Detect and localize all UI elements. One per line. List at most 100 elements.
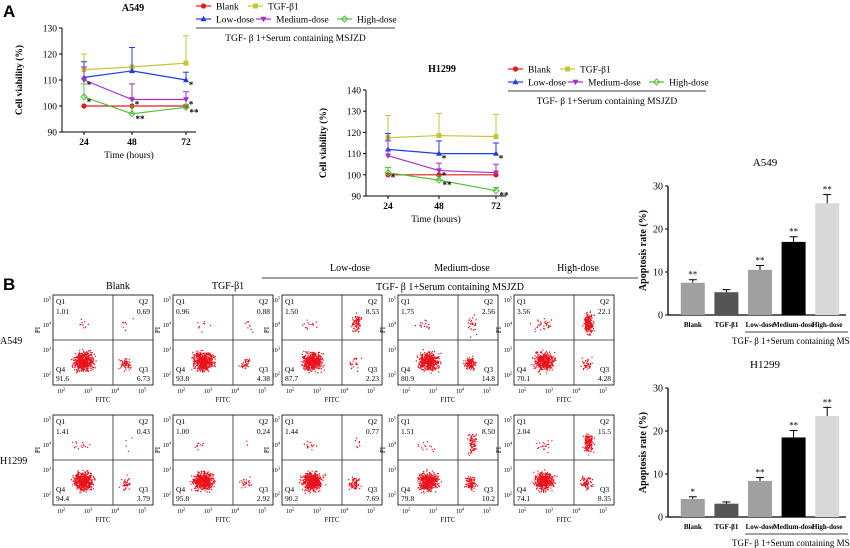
tick-exponent: 5 (278, 416, 281, 421)
x-tick-label: 104 (456, 507, 465, 516)
tick-base: 10 (272, 373, 278, 379)
quadrant-name-q2: Q2 (259, 297, 268, 306)
line-chart-h1299: H1299 90 100 110 120 130 140 24 48 72 Time (hours)… (318, 64, 709, 225)
tick-base: 10 (367, 509, 373, 515)
legend-label-medium-dose: Medium-dose (276, 16, 329, 26)
column-label-low-dose: Low-dose (330, 263, 371, 274)
quadrant-value-q3: 10.2 (482, 494, 495, 503)
x-axis-label: Time (hours) (411, 214, 461, 225)
column-label-blank: Blank (106, 281, 130, 292)
tick-exponent: 3 (435, 507, 438, 512)
quadrant-name-q2: Q2 (259, 417, 268, 426)
quadrant-name-q4: Q4 (401, 365, 410, 374)
tick-exponent: 4 (346, 387, 349, 392)
tick-base: 10 (84, 389, 90, 395)
data-point-low-dose (436, 150, 442, 156)
x-tick-label: 102 (286, 387, 294, 396)
y-axis-label: PI (34, 326, 42, 333)
tick-exponent: 3 (210, 507, 213, 512)
column-label-high-dose: High-dose (557, 263, 599, 274)
series-line-tgf-1 (83, 62, 187, 71)
tick-base: 10 (272, 418, 278, 424)
tick-base: 10 (43, 443, 49, 449)
y-tick-label: 103 (388, 346, 397, 355)
quadrant-name-q1: Q1 (56, 417, 65, 426)
tick-base: 10 (163, 348, 169, 354)
tick-base: 10 (163, 298, 169, 304)
significance-mark: ** (500, 191, 510, 201)
series-line-high-dose (387, 172, 497, 192)
quadrant-value-q3: 4.38 (257, 374, 270, 383)
significance-mark: ** (789, 421, 799, 431)
x-tick-label: 103 (204, 507, 213, 516)
x-axis-label: FITC (324, 396, 340, 404)
quadrant-name-q3: Q3 (600, 365, 609, 374)
quadrant-value-q3: 2.92 (257, 494, 270, 503)
tick-base: 10 (43, 373, 49, 379)
tick-base: 10 (43, 468, 49, 474)
series-line-medium-dose (83, 79, 186, 101)
legend-group-label: TGF- β 1+Serum containing MSJZD (225, 34, 366, 44)
tick-base: 10 (111, 509, 117, 515)
y-tick-label: 103 (163, 346, 172, 355)
bar-medium-dose (781, 241, 806, 315)
x-tick-label: 102 (518, 387, 526, 396)
tick-exponent: 5 (373, 507, 376, 512)
x-axis-label: FITC (215, 516, 231, 524)
x-tick-label: 105 (138, 507, 147, 516)
x-axis-label: FITC (215, 396, 231, 404)
tick-exponent: 2 (183, 387, 185, 392)
x-axis-label: FITC (440, 516, 456, 524)
quadrant-name-q3: Q3 (139, 485, 148, 494)
y-tick-label: 10 (653, 268, 663, 279)
x-tick-label: 103 (84, 387, 93, 396)
tick-exponent: 3 (90, 507, 93, 512)
tick-base: 10 (429, 389, 435, 395)
tick-base: 10 (177, 509, 183, 515)
tick-base: 10 (504, 468, 510, 474)
category-label: High-dose (812, 321, 842, 329)
tick-exponent: 5 (49, 296, 52, 301)
tick-base: 10 (231, 389, 237, 395)
y-tick-label: 110 (43, 77, 57, 87)
quadrant-name-q1: Q1 (401, 297, 410, 306)
quadrant-value-q3: 6.73 (137, 374, 150, 383)
chart-title: A549 (122, 3, 144, 14)
y-tick-label: 120 (347, 129, 362, 139)
bar-high-dose (815, 415, 840, 517)
x-tick-label: 102 (57, 507, 65, 516)
y-tick-label: 105 (43, 296, 52, 305)
y-tick-label: 103 (43, 466, 52, 475)
tick-exponent: 5 (373, 387, 376, 392)
x-tick-label: 105 (599, 507, 608, 516)
tick-exponent: 3 (90, 387, 93, 392)
y-tick-label: 104 (272, 321, 281, 330)
series-medium-dose: * * * (81, 66, 194, 110)
tick-base: 10 (111, 389, 117, 395)
y-tick-label: 102 (163, 371, 171, 380)
quadrant-value-q3: 7.69 (366, 494, 379, 503)
tick-base: 10 (43, 323, 49, 329)
tick-base: 10 (43, 418, 49, 424)
tick-exponent: 3 (169, 346, 172, 351)
tick-base: 10 (272, 298, 278, 304)
tick-exponent: 4 (49, 321, 52, 326)
x-tick-label: 104 (231, 507, 240, 516)
quadrant-value-q2: 8.50 (482, 427, 495, 436)
y-tick-label: 103 (163, 466, 172, 475)
tick-exponent: 5 (605, 507, 608, 512)
legend-marker-tgf-1 (253, 3, 258, 9)
tick-base: 10 (572, 509, 578, 515)
scatter-dots (417, 433, 478, 494)
tick-exponent: 3 (278, 466, 281, 471)
series-high-dose: ***** (384, 166, 510, 201)
quadrant-value-q2: 0.43 (137, 427, 150, 436)
y-tick-label: 102 (388, 491, 396, 500)
x-tick-label: 103 (313, 387, 322, 396)
tick-exponent: 3 (319, 387, 322, 392)
tick-base: 10 (388, 323, 394, 329)
tick-exponent: 4 (510, 321, 513, 326)
quadrant-value-q1: 1.51 (401, 427, 414, 436)
quadrant-name-q4: Q4 (176, 365, 185, 374)
